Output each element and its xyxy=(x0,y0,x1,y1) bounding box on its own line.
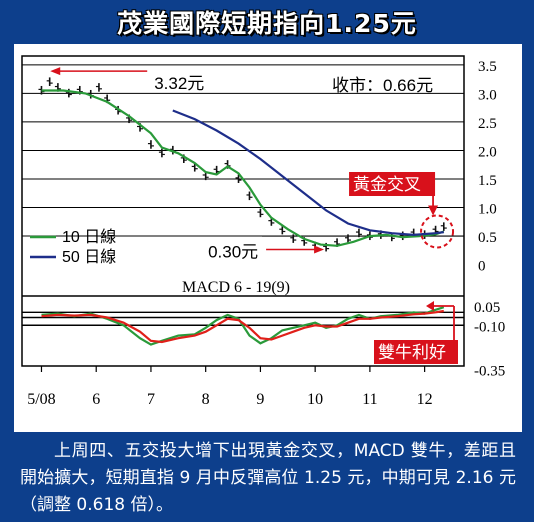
stock-chart: 3.5 3.0 2.5 2.0 1.5 1.0 0.5 0 10 日線 50 日線 3.32元 收市：… xyxy=(21,55,505,408)
x-tick-label: 5/08 xyxy=(27,391,55,408)
legend-label: 50 日線 xyxy=(62,248,116,266)
plot-frame xyxy=(21,55,465,367)
x-tick-label: 8 xyxy=(202,391,210,408)
x-tick-label: 9 xyxy=(256,391,264,408)
y-tick-label: 1.5 xyxy=(478,173,497,189)
y-tick-label: 1.0 xyxy=(478,202,497,218)
caption-text: 上周四、五交投大增下出現黃金交叉，MACD 雙牛，差距且開始擴大，短期直指 9 … xyxy=(20,441,516,515)
macd-title: MACD 6 - 19(9) xyxy=(182,279,290,296)
close-price-label: 收市：0.66元 xyxy=(332,76,433,95)
macd-callout-box xyxy=(374,340,458,364)
chart-title: 茂業國際短期指向1.25元 xyxy=(117,9,417,38)
y-tick-label: 3.5 xyxy=(478,59,497,75)
y-tick-label: 2.5 xyxy=(478,116,497,132)
x-tick-label: 10 xyxy=(307,391,323,408)
high-price-label: 3.32元 xyxy=(154,74,204,93)
x-tick-label: 7 xyxy=(147,391,155,408)
golden-cross-arrow-head xyxy=(428,205,439,216)
x-tick-label: 11 xyxy=(362,391,377,408)
chart-panel: 3.5 3.0 2.5 2.0 1.5 1.0 0.5 0 10 日線 50 日線 3.32元 收市：… xyxy=(14,44,522,432)
golden-cross-box xyxy=(349,172,436,196)
y-tick-label: 3.0 xyxy=(478,87,497,103)
macd-y-tick-label: -0.35 xyxy=(474,364,505,380)
macd-y-tick-label: -0.10 xyxy=(474,319,505,335)
low-arrow-head xyxy=(314,245,325,254)
y-tick-label: 0.5 xyxy=(478,230,497,246)
y-tick-label: 2.0 xyxy=(478,144,497,160)
x-tick-label: 12 xyxy=(417,391,433,408)
macd-callout-arrow-head xyxy=(426,301,434,311)
macd-y-tick-label: 0.05 xyxy=(474,300,500,316)
golden-cross-label: 黃金交叉 xyxy=(353,175,421,195)
low-price-label: 0.30元 xyxy=(208,242,258,261)
golden-cross-circle xyxy=(420,214,455,249)
x-tick-label: 6 xyxy=(92,391,100,408)
ma50-line xyxy=(172,109,444,237)
high-arrow-head xyxy=(50,67,61,76)
legend-label: 10 日線 xyxy=(62,228,116,246)
macd-callout-label: 雙牛利好 xyxy=(378,343,446,363)
macd-signal-line xyxy=(41,309,444,344)
y-tick-label: 0 xyxy=(478,259,486,275)
ma10-line xyxy=(41,89,445,247)
